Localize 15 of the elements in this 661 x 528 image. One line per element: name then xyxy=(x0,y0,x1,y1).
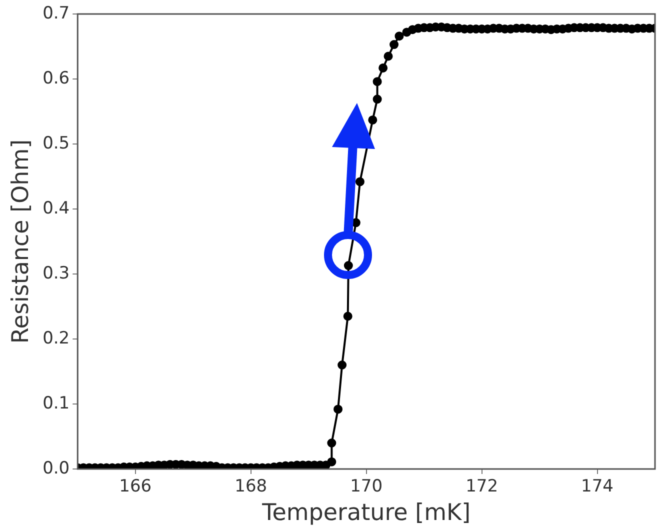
y-tick-label: 0.4 xyxy=(42,198,70,218)
x-tick-label: 174 xyxy=(581,476,614,497)
y-tick-label: 0.0 xyxy=(42,458,70,478)
y-tick-label: 0.6 xyxy=(42,68,70,88)
x-axis-title: Temperature [mK] xyxy=(261,500,471,526)
y-tick-label: 0.5 xyxy=(42,133,70,154)
y-tick-label: 0.2 xyxy=(42,328,70,348)
y-tick-label: 0.1 xyxy=(42,393,70,414)
y-tick-label: 0.3 xyxy=(42,263,70,284)
x-tick-label: 166 xyxy=(119,476,152,497)
y-axis-title: Resistance [Ohm] xyxy=(8,139,34,344)
y-tick-label: 0.7 xyxy=(42,3,70,24)
x-tick-label: 172 xyxy=(466,476,498,497)
x-tick-label: 170 xyxy=(350,476,383,497)
x-tick-label: 168 xyxy=(234,476,268,497)
